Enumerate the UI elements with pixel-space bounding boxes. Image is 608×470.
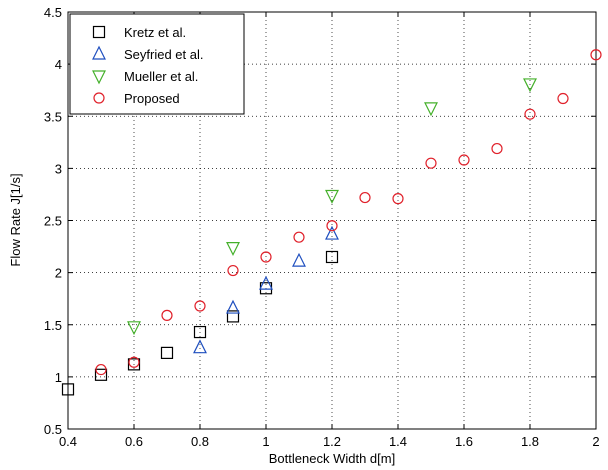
y-tick-labels: 0.5 1 1.5 2 2.5 3 3.5 4 4.5 xyxy=(44,5,62,437)
data-point xyxy=(226,242,240,256)
y-tick-label: 1 xyxy=(55,370,62,385)
series-1 xyxy=(193,225,339,354)
legend-marker xyxy=(92,70,106,85)
data-point xyxy=(491,142,503,155)
legend-label-proposed: Proposed xyxy=(124,91,180,106)
data-point xyxy=(590,49,602,61)
x-tick-label: 0.6 xyxy=(125,434,143,449)
data-point xyxy=(127,321,141,336)
y-tick-label: 3.5 xyxy=(44,109,62,124)
data-point xyxy=(458,154,470,166)
legend-markers xyxy=(92,25,106,104)
y-tick-label: 4 xyxy=(55,57,62,72)
data-points xyxy=(61,49,602,396)
data-point xyxy=(325,250,339,264)
legend: Kretz et al. Seyfried et al. Mueller et … xyxy=(69,13,245,115)
data-point xyxy=(325,189,339,204)
data-point xyxy=(326,220,338,232)
data-point xyxy=(359,191,371,204)
data-point xyxy=(293,231,305,243)
data-point xyxy=(127,358,141,371)
x-tick-label: 1.6 xyxy=(455,434,473,449)
data-point xyxy=(557,92,569,105)
data-point xyxy=(523,78,537,93)
x-tick-label: 0.8 xyxy=(191,434,209,449)
legend-marker xyxy=(92,25,106,39)
data-point xyxy=(227,264,239,277)
y-tick-label: 2 xyxy=(55,266,62,281)
data-point xyxy=(61,383,75,396)
legend-box xyxy=(69,13,245,115)
data-point xyxy=(193,325,207,339)
data-point xyxy=(325,225,339,240)
data-point xyxy=(259,275,273,290)
data-point xyxy=(424,102,438,117)
data-point xyxy=(160,346,174,359)
legend-label-seyfried: Seyfried et al. xyxy=(124,47,204,62)
legend-marker xyxy=(93,92,105,104)
legend-label-mueller: Mueller et al. xyxy=(124,69,198,84)
y-tick-label: 2.5 xyxy=(44,214,62,229)
data-point xyxy=(260,251,272,263)
data-point xyxy=(161,309,173,321)
data-point xyxy=(392,193,404,205)
data-point xyxy=(128,356,140,368)
x-tick-label: 1.2 xyxy=(323,434,341,449)
data-point xyxy=(193,339,207,354)
x-tick-label: 2 xyxy=(592,434,599,449)
legend-marker xyxy=(92,45,106,60)
data-point xyxy=(226,310,240,323)
data-point xyxy=(94,368,108,381)
y-tick-label: 3 xyxy=(55,161,62,176)
x-axis-label: Bottleneck Width d[m] xyxy=(269,451,395,466)
data-point xyxy=(292,252,306,267)
x-tick-label: 1.4 xyxy=(389,434,407,449)
legend-label-kretz: Kretz et al. xyxy=(124,25,186,40)
y-axis-label: Flow Rate J[1/s] xyxy=(8,173,23,266)
y-tick-label: 4.5 xyxy=(44,5,62,20)
y-tick-label: 1.5 xyxy=(44,318,62,333)
series-2 xyxy=(127,78,537,336)
data-point xyxy=(425,157,437,169)
y-tick-label: 0.5 xyxy=(44,422,62,437)
data-point xyxy=(226,299,240,314)
data-point xyxy=(524,108,536,120)
x-tick-label: 1 xyxy=(262,434,269,449)
x-tick-label: 0.4 xyxy=(59,434,77,449)
data-point xyxy=(95,363,107,376)
x-tick-label: 1.8 xyxy=(521,434,539,449)
series-3 xyxy=(95,49,602,376)
x-tick-labels: 0.4 0.6 0.8 1 1.2 1.4 1.6 1.8 2 xyxy=(59,434,600,449)
data-point xyxy=(194,300,206,312)
